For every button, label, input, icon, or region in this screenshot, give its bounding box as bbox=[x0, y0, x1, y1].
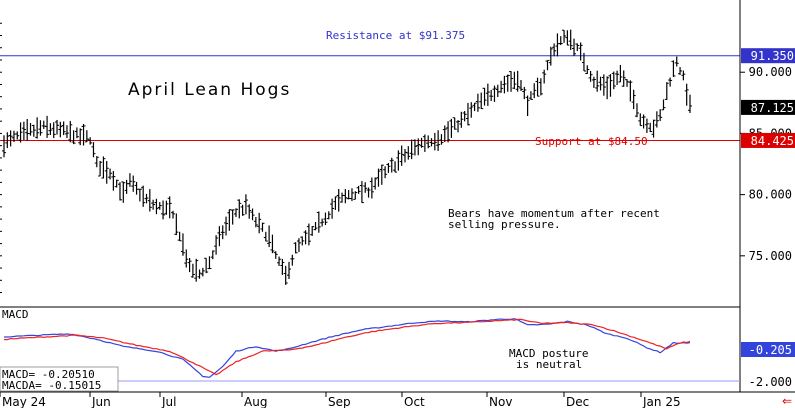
momentum-note-line2: selling pressure. bbox=[448, 218, 561, 231]
macd-note-line2: is neutral bbox=[516, 358, 582, 371]
macda-series-line bbox=[3, 318, 691, 376]
month-tick-label: Jul bbox=[161, 395, 176, 408]
chart-title: April Lean Hogs bbox=[128, 80, 291, 100]
price-panel: April Lean Hogs Resistance at $91.375 Su… bbox=[0, 29, 740, 285]
momentum-note-line1: Bears have momentum after recent bbox=[448, 207, 660, 220]
last-price-badge bbox=[741, 99, 795, 115]
resistance-value-badge bbox=[741, 48, 795, 64]
scroll-left-arrow-icon[interactable]: ⇐ bbox=[782, 394, 792, 408]
price-tick-label: 80.000 bbox=[749, 188, 792, 202]
macd-current-badge bbox=[741, 342, 795, 357]
resistance-value-text: 91.350 bbox=[751, 49, 794, 63]
macd-panel-title: MACD bbox=[2, 308, 29, 321]
month-tick-label: Sep bbox=[328, 395, 351, 408]
month-tick-label: Aug bbox=[244, 395, 267, 408]
support-value-text: 84.425 bbox=[751, 134, 794, 148]
month-tick-label: May 24 bbox=[2, 395, 46, 408]
time-axis: May 24 Jun Jul Aug Sep Oct Nov Dec Jan 25 bbox=[0, 391, 795, 408]
macd-readout: MACD= -0.20510 bbox=[2, 368, 95, 381]
macd-readout-box bbox=[0, 366, 119, 392]
macd-note-line1: MACD posture bbox=[509, 347, 588, 360]
macd-tick-label: -2.000 bbox=[749, 375, 792, 389]
month-tick-label: Jan 25 bbox=[642, 395, 681, 408]
price-tick-label: 75.000 bbox=[749, 249, 792, 263]
macda-readout: MACDA= -0.15015 bbox=[2, 379, 101, 392]
resistance-label: Resistance at $91.375 bbox=[326, 29, 465, 42]
support-value-badge bbox=[741, 132, 795, 148]
support-label: Support at $84.50 bbox=[535, 135, 648, 148]
last-price-value-text: 87.125 bbox=[751, 101, 794, 115]
price-tick-label: 90.000 bbox=[749, 65, 792, 79]
macd-panel: MACD MACD posture is neutral MACD= -0.20… bbox=[0, 308, 795, 392]
month-tick-label: Nov bbox=[489, 395, 512, 408]
price-bars bbox=[2, 29, 692, 285]
month-tick-label: Jun bbox=[91, 395, 111, 408]
month-tick-label: Oct bbox=[404, 395, 425, 408]
macd-current-value: -0.205 bbox=[749, 343, 792, 357]
month-tick-label: Dec bbox=[566, 395, 589, 408]
